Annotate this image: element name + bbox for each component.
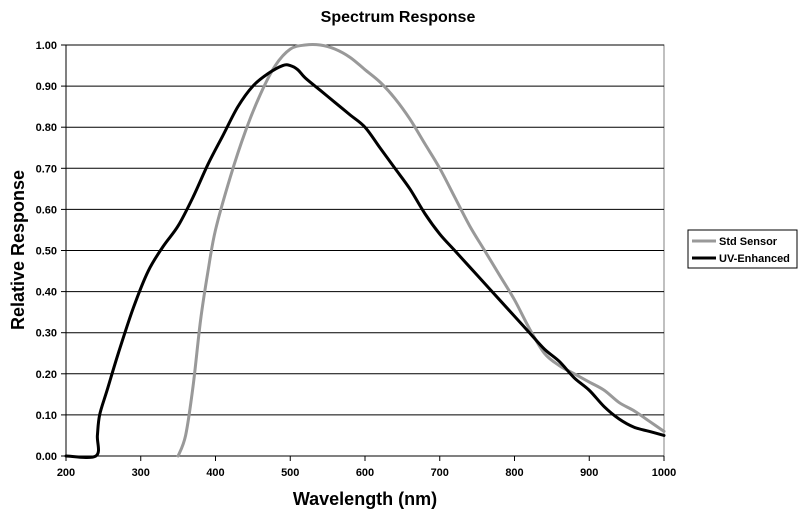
x-tick-label: 600 (356, 467, 374, 479)
legend-label-std-sensor: Std Sensor (719, 236, 778, 248)
y-tick-label: 0.20 (36, 369, 57, 381)
y-tick-label: 0.70 (36, 163, 57, 175)
legend: Std Sensor UV-Enhanced (687, 229, 798, 269)
y-tick-label: 0.00 (36, 451, 57, 463)
chart-title: Spectrum Response (321, 9, 476, 26)
x-tick-label: 1000 (652, 467, 676, 479)
y-tick-label: 0.10 (36, 410, 57, 422)
grid-lines (66, 44, 664, 416)
x-tick-label: 500 (281, 467, 299, 479)
x-tick-label: 800 (505, 467, 523, 479)
y-tick-label: 0.40 (36, 287, 57, 299)
legend-box (687, 229, 798, 269)
x-tick-label: 900 (580, 467, 598, 479)
x-tick-label: 700 (431, 467, 449, 479)
x-tick-label: 200 (57, 467, 75, 479)
y-axis-label: Relative Response (8, 170, 28, 330)
y-axis-ticks: 0.00 0.10 0.20 0.30 0.40 0.50 0.60 0.70 0.80 0.90… (36, 40, 67, 463)
y-tick-label: 0.60 (36, 204, 57, 216)
y-tick-label: 0.80 (36, 122, 57, 134)
series-line-uv-enhanced (64, 63, 666, 460)
y-tick-label: 0.50 (36, 246, 57, 258)
x-tick-label: 300 (132, 467, 150, 479)
y-tick-label: 1.00 (36, 40, 57, 52)
y-tick-label: 0.90 (36, 81, 57, 93)
x-axis-label: Wavelength (nm) (293, 489, 437, 509)
series-lines (64, 42, 666, 460)
series-line-std-sensor (176, 42, 666, 458)
x-axis-ticks: 200 300 400 500 600 700 800 900 1000 (57, 455, 676, 479)
legend-label-uv-enhanced: UV-Enhanced (719, 253, 790, 265)
y-tick-label: 0.30 (36, 328, 57, 340)
x-tick-label: 400 (206, 467, 224, 479)
